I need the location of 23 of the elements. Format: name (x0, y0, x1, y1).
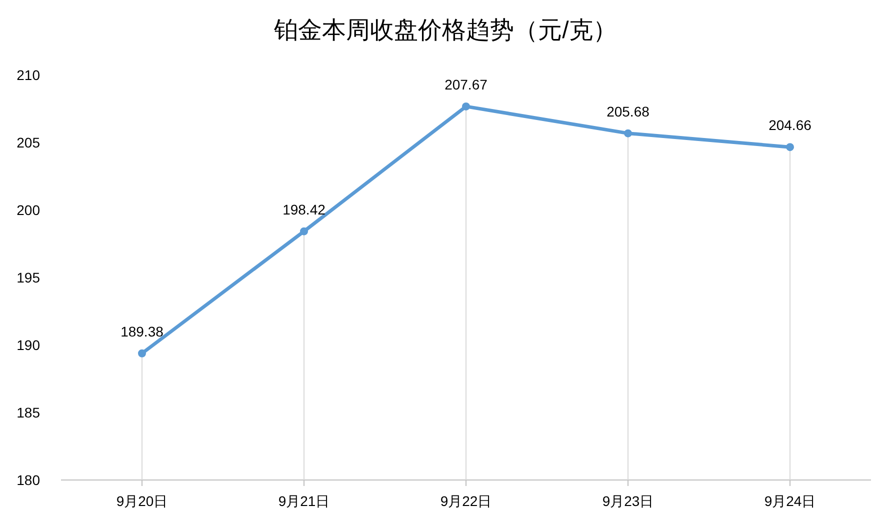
y-tick-label: 190 (16, 337, 40, 353)
x-tick-label: 9月21日 (278, 493, 330, 509)
y-tick-label: 200 (16, 202, 40, 218)
x-tick-label: 9月20日 (116, 493, 168, 509)
point (462, 102, 470, 110)
data-label: 207.67 (444, 76, 488, 92)
data-label: 205.68 (606, 103, 650, 120)
point (138, 349, 146, 358)
y-tick-label: 205 (16, 134, 40, 150)
x-tick-label: 9月23日 (602, 493, 654, 509)
x-tick-label: 9月24日 (764, 493, 816, 509)
y-tick-label: 185 (16, 404, 40, 420)
y-tick-label: 180 (16, 472, 40, 488)
data-label: 189.38 (120, 323, 164, 340)
point (786, 143, 794, 152)
point (300, 227, 308, 236)
y-tick-label: 195 (16, 270, 40, 286)
point (624, 129, 632, 138)
y-tick-label: 210 (16, 67, 40, 83)
chart-title: 铂金本周收盘价格趋势（元/克） (273, 17, 617, 44)
data-label: 198.42 (282, 201, 326, 218)
data-label: 204.66 (768, 117, 812, 134)
x-tick-label: 9月22日 (440, 493, 492, 509)
